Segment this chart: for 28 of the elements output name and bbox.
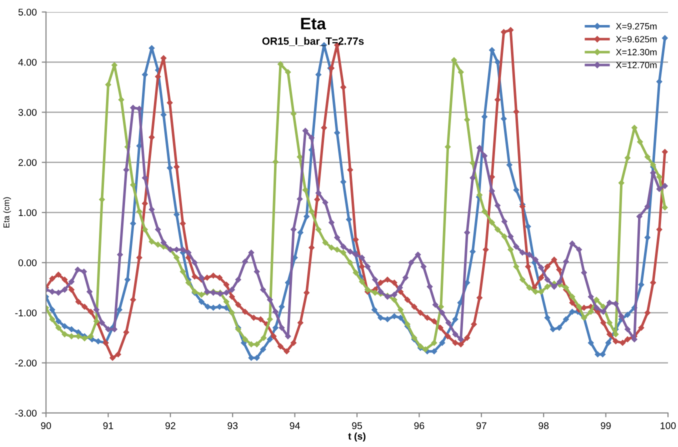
y-tick-label: -2.00 — [15, 360, 37, 366]
x-tick-label: 99 — [600, 422, 611, 430]
legend-label: X=12.30m — [616, 48, 657, 56]
x-tick-label: 91 — [103, 422, 114, 430]
x-tick-label: 90 — [41, 422, 52, 430]
chart-title: Eta — [301, 18, 326, 30]
x-tick-label: 97 — [476, 422, 486, 430]
y-tick-label: -3.00 — [15, 410, 37, 417]
x-tick-label: 93 — [228, 422, 238, 430]
x-tick-label: 94 — [290, 422, 300, 430]
y-tick-label: -1.00 — [15, 309, 37, 316]
legend-label: X=12.70m — [616, 62, 657, 68]
text: OR15_I_bar_T=2.77s — [262, 37, 364, 46]
legend-label: X=9.625m — [616, 36, 657, 42]
y-axis-title: Eta (cm) — [3, 197, 11, 228]
x-tick-label: 100 — [660, 422, 676, 430]
legend-label: X=9.275m — [616, 23, 657, 30]
x-axis-title: t (s) — [348, 432, 366, 442]
x-tick-label: 96 — [414, 422, 424, 430]
y-tick-label: 0.00 — [18, 259, 37, 266]
x-tick-label: 95 — [352, 422, 362, 430]
x-tick-label: 92 — [165, 422, 176, 430]
y-tick-label: 4.00 — [18, 58, 37, 66]
y-tick-label: 1.00 — [18, 209, 37, 216]
x-tick-label: 98 — [538, 422, 549, 430]
y-tick-label: 3.00 — [18, 108, 37, 116]
y-tick-label: 2.00 — [18, 159, 37, 166]
y-tick-label: 5.00 — [18, 8, 37, 16]
